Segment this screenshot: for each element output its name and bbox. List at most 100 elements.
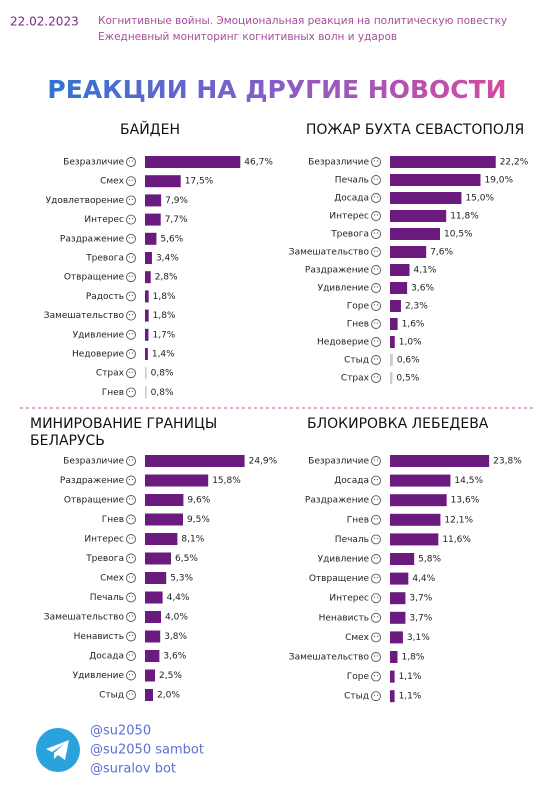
emotion-icon bbox=[126, 195, 136, 206]
value-label: 1,8% bbox=[153, 311, 176, 321]
chart-title: БЛОКИРОВКА ЛЕБЕДЕВА bbox=[307, 416, 489, 432]
emotion-icon-eye bbox=[131, 459, 134, 461]
value-label: 17,5% bbox=[185, 177, 214, 187]
emotion-icon bbox=[371, 573, 381, 584]
emotion-icon-eye bbox=[373, 518, 376, 520]
category-label: Стыд bbox=[344, 692, 369, 702]
emotion-icon-eye bbox=[376, 479, 379, 481]
bar bbox=[390, 246, 427, 258]
emotion-icon bbox=[126, 253, 136, 263]
bar bbox=[145, 455, 245, 467]
bar bbox=[145, 552, 171, 565]
emotion-icon-eye bbox=[376, 577, 379, 579]
category-label: Радость bbox=[86, 292, 124, 302]
emotion-icon bbox=[371, 612, 381, 623]
value-label: 7,6% bbox=[430, 248, 453, 258]
emotion-icon-eye bbox=[128, 459, 131, 461]
category-label: Горе bbox=[347, 672, 370, 682]
subtitle: Когнитивные войны. Эмоциональная реакция… bbox=[98, 15, 507, 27]
bar bbox=[145, 474, 209, 487]
emotion-icon-eye bbox=[376, 268, 379, 270]
emotion-icon bbox=[371, 283, 381, 293]
emotion-icon-eye bbox=[376, 250, 379, 252]
emotion-icon-eye bbox=[131, 314, 134, 316]
emotion-icon bbox=[126, 631, 136, 642]
value-label: 3,6% bbox=[411, 284, 434, 294]
emotion-icon-eye bbox=[128, 595, 131, 598]
emotion-icon bbox=[371, 229, 381, 239]
emotion-icon bbox=[371, 593, 381, 604]
category-label: Интерес bbox=[84, 535, 124, 545]
bar bbox=[145, 630, 161, 643]
category-label: Безразличие bbox=[308, 457, 369, 467]
category-label: Замешательство bbox=[44, 311, 125, 321]
category-label: Досада bbox=[89, 652, 124, 662]
emotion-icon bbox=[126, 475, 136, 486]
emotion-icon-eye bbox=[376, 322, 379, 324]
emotion-icon bbox=[126, 495, 136, 505]
bar bbox=[390, 513, 441, 526]
emotion-icon-eye bbox=[376, 376, 379, 378]
emotion-icon-eye bbox=[131, 371, 134, 373]
emotion-icon bbox=[371, 652, 381, 662]
category-label: Ненависть bbox=[319, 613, 369, 623]
value-label: 9,5% bbox=[187, 515, 210, 525]
bar bbox=[145, 650, 160, 662]
value-label: 0,8% bbox=[151, 388, 174, 398]
emotion-icon-eye bbox=[128, 537, 131, 539]
value-label: 5,8% bbox=[418, 555, 441, 565]
category-label: Тревога bbox=[85, 254, 124, 264]
emotion-icon bbox=[371, 301, 381, 311]
bar bbox=[145, 367, 147, 380]
emotion-icon-eye bbox=[373, 286, 376, 288]
emotion-icon bbox=[126, 310, 136, 321]
emotion-icon-eye bbox=[131, 179, 134, 181]
emotion-icon-eye bbox=[376, 498, 379, 500]
value-label: 5,6% bbox=[160, 234, 183, 244]
main-title: РЕАКЦИИ НА ДРУГИЕ НОВОСТИ bbox=[47, 75, 506, 104]
emotion-icon-eye bbox=[373, 160, 376, 162]
category-label: Тревога bbox=[330, 230, 369, 240]
emotion-icon-eye bbox=[373, 232, 376, 234]
emotion-icon-eye bbox=[131, 654, 134, 656]
bar bbox=[145, 328, 149, 341]
emotion-icon bbox=[371, 514, 381, 525]
emotion-icon-eye bbox=[376, 596, 379, 598]
emotion-icon-eye bbox=[131, 390, 134, 392]
bar bbox=[390, 651, 398, 663]
value-label: 3,1% bbox=[407, 633, 430, 643]
bar bbox=[390, 264, 410, 276]
emotion-icon-eye bbox=[128, 498, 131, 500]
emotion-icon-eye bbox=[128, 517, 131, 520]
emotion-icon-eye bbox=[128, 198, 131, 200]
emotion-icon bbox=[126, 233, 136, 244]
bar bbox=[390, 611, 406, 624]
emotion-icon-eye bbox=[128, 275, 131, 277]
emotion-icon-eye bbox=[128, 654, 131, 656]
value-label: 15,8% bbox=[212, 476, 241, 486]
emotion-icon bbox=[371, 211, 381, 221]
category-label: Удивление bbox=[73, 671, 125, 681]
emotion-icon-eye bbox=[128, 352, 131, 354]
value-label: 4,4% bbox=[167, 593, 190, 603]
category-label: Стыд bbox=[99, 691, 124, 701]
category-label: Удовлетворение bbox=[46, 196, 125, 206]
bar bbox=[390, 174, 481, 186]
emotion-icon-eye bbox=[376, 675, 379, 677]
category-label: Печаль bbox=[335, 535, 369, 545]
emotion-icon-eye bbox=[131, 615, 134, 617]
category-label: Досада bbox=[334, 476, 369, 486]
category-label: Стыд bbox=[344, 356, 369, 366]
bar bbox=[390, 494, 447, 507]
category-label: Гнев bbox=[347, 320, 369, 330]
emotion-icon-eye bbox=[376, 616, 379, 618]
emotion-icon-eye bbox=[128, 314, 131, 316]
emotion-icon-eye bbox=[131, 673, 134, 676]
category-label: Замешательство bbox=[289, 653, 370, 663]
value-label: 4,4% bbox=[412, 574, 435, 584]
emotion-icon-eye bbox=[131, 537, 134, 539]
chart-title: ПОЖАР БУХТА СЕВАСТОПОЛЯ bbox=[306, 122, 524, 138]
emotion-icon-eye bbox=[373, 479, 376, 481]
date: 22.02.2023 bbox=[10, 15, 79, 29]
bar bbox=[145, 611, 161, 623]
